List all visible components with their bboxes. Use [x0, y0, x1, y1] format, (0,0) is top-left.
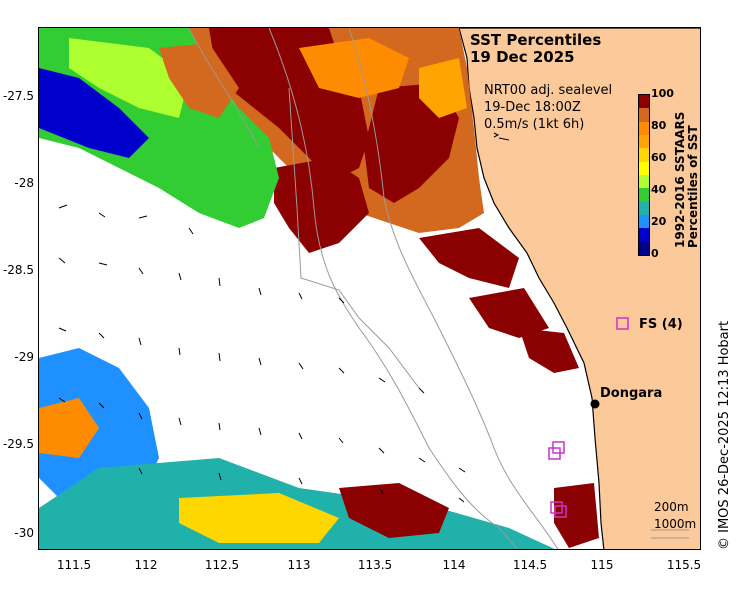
colorbar-tick: 20 — [651, 215, 667, 228]
colorbar-segment — [639, 241, 649, 255]
x-tick-label: 111.5 — [56, 558, 92, 572]
colorbar-tick: 0 — [651, 247, 659, 260]
dongara-dot — [590, 399, 600, 409]
x-tick-label: 113 — [287, 558, 311, 572]
colorbar-label: 1992-2016 SSTAARS Percentiles of SST — [673, 112, 700, 248]
x-tick-label: 114 — [442, 558, 466, 572]
y-tick-label: -30 — [14, 526, 34, 540]
current-info-line1: NRT00 adj. sealevel — [484, 83, 613, 98]
fs-label: FS (4) — [639, 317, 683, 332]
colorbar-segment — [639, 148, 649, 162]
y-tick-label: -29.5 — [2, 437, 34, 451]
current-info-line3: 0.5m/s (1kt 6h) — [484, 117, 585, 132]
colorbar-tick: 80 — [651, 119, 667, 132]
y-tick-label: -28.5 — [2, 263, 34, 277]
orange-patch-1 — [299, 38, 409, 98]
coastal-red-3 — [519, 328, 579, 373]
credit-label: © IMOS 26-Dec-2025 12:13 Hobart — [717, 320, 732, 550]
current-info-line2: 19-Dec 18:00Z — [484, 100, 581, 115]
y-tick-label: -28 — [14, 176, 34, 190]
colorbar-segment — [639, 201, 649, 215]
current-info: NRT00 adj. sealevel 19-Dec 18:00Z 0.5m/s… — [484, 82, 612, 133]
colorbar-segment — [639, 134, 649, 149]
coastal-red-4 — [554, 483, 599, 548]
colorbar-segment — [639, 228, 649, 242]
red-patch-nw — [159, 43, 239, 118]
orange-patch-2 — [419, 58, 467, 118]
y-tick-label: -27.5 — [2, 89, 34, 103]
fs-marker — [550, 501, 563, 514]
title-line2: 19 Dec 2025 — [470, 48, 575, 66]
sst-map[interactable]: SST Percentiles 19 Dec 2025 NRT00 adj. s… — [38, 27, 701, 550]
sst-patches — [39, 28, 599, 549]
coastal-red-1 — [419, 228, 519, 288]
fs-marker — [548, 447, 561, 460]
colorbar-segment — [639, 214, 649, 229]
colorbar-segment — [639, 121, 649, 135]
current-arrows — [58, 132, 510, 503]
map-title: SST Percentiles 19 Dec 2025 — [470, 32, 601, 66]
x-tick-label: 112.5 — [204, 558, 240, 572]
yellow-patch-nw — [69, 38, 189, 118]
fs-marker — [616, 317, 629, 330]
colorbar-tick: 40 — [651, 183, 667, 196]
title-line1: SST Percentiles — [470, 31, 602, 49]
colorbar-segment — [639, 188, 649, 202]
blue-patch-nw — [39, 68, 149, 158]
isobath-legend-1000m: 1000m — [654, 517, 697, 531]
dongara-label: Dongara — [600, 386, 663, 401]
colorbar-segment — [639, 161, 649, 175]
x-tick-label: 115 — [590, 558, 614, 572]
colorbar-tick: 100 — [651, 87, 674, 100]
fs-marker — [554, 505, 567, 518]
x-tick-label: 112 — [134, 558, 158, 572]
colorbar-segment — [639, 174, 649, 189]
colorbar-label-line2: Percentiles of SST — [686, 125, 700, 248]
colorbar-segment — [639, 95, 649, 109]
colorbar-tick: 60 — [651, 151, 667, 164]
x-tick-label: 114.5 — [512, 558, 548, 572]
yellow-patch-s — [179, 493, 339, 543]
x-tick-label: 113.5 — [357, 558, 393, 572]
coastal-red-2 — [469, 288, 549, 338]
red-patch-s — [339, 483, 449, 538]
bathymetry-contours — [188, 28, 559, 549]
colorbar — [638, 94, 650, 256]
y-tick-label: -29 — [14, 350, 34, 364]
orange-patch-sw — [39, 398, 99, 458]
x-tick-label: 115.5 — [666, 558, 702, 572]
colorbar-segment — [639, 108, 649, 122]
isobath-legend-200m: 200m — [654, 500, 689, 514]
